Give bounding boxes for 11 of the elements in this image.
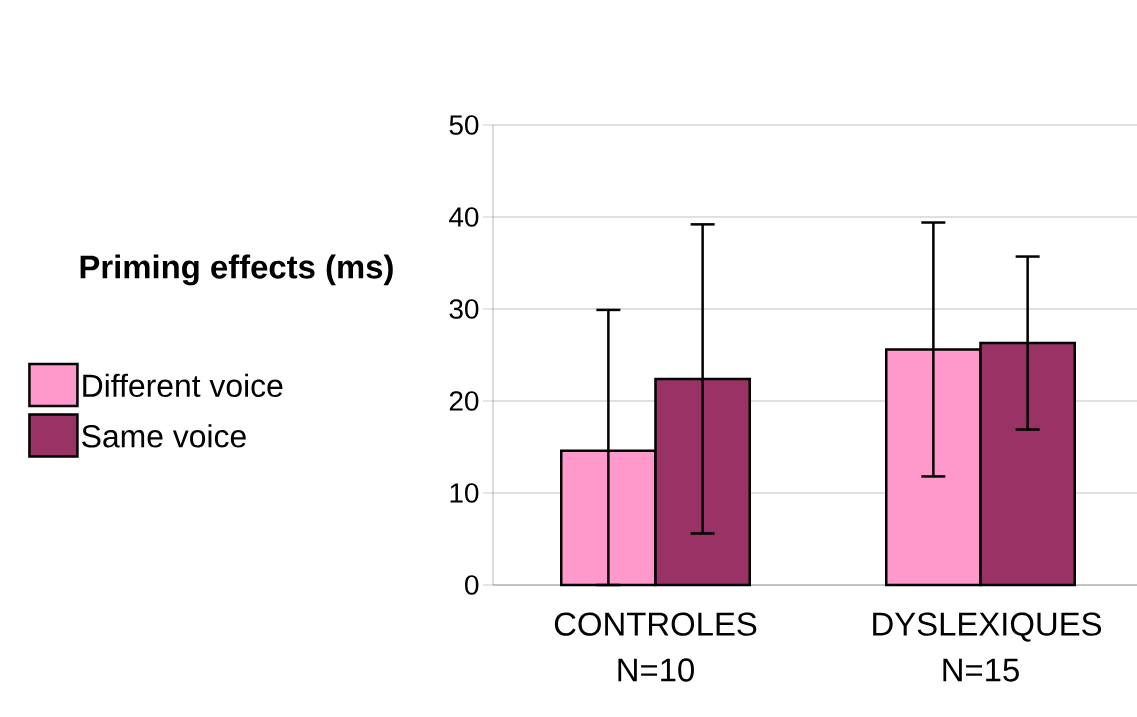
y-tick-label: 40 — [449, 207, 479, 227]
legend-label: Different voice — [83, 373, 283, 398]
legend-label: Same voice — [82, 424, 246, 448]
y-tick-label: 50 — [449, 115, 479, 135]
y-axis-title: Priming effects (ms) — [80, 254, 393, 286]
x-tick-label: CONTROLES N=10 — [554, 612, 757, 682]
x-tick-label: DYSLEXIQUES N=15 — [873, 612, 1102, 682]
y-tick-label: 10 — [450, 483, 479, 503]
y-tick-label: 20 — [449, 391, 479, 411]
y-tick-label: 0 — [465, 575, 479, 595]
y-tick-label: 30 — [449, 299, 479, 319]
